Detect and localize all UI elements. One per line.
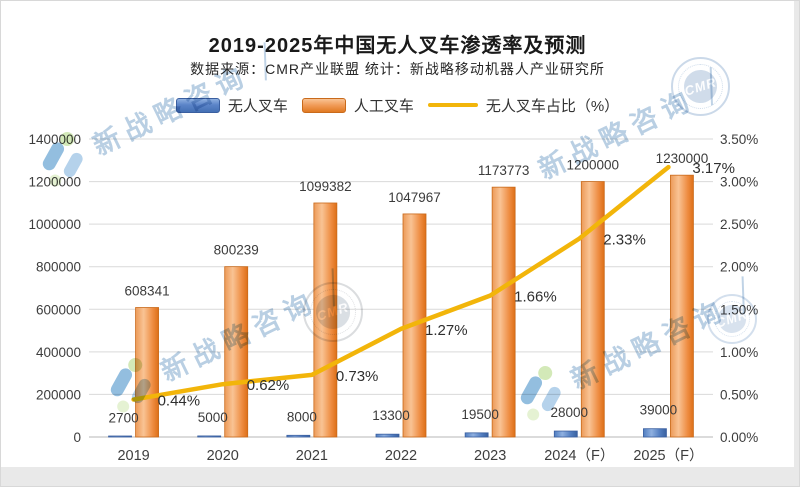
bar-manual-forklift-2020: [224, 266, 249, 438]
penetration-rate-label: 1.66%: [514, 289, 557, 306]
bottom-matte: [1, 467, 799, 486]
legend-swatch-agv-forklift-icon: [175, 97, 220, 113]
right-axis-tick: 2.00%: [720, 260, 758, 275]
bar-agv-forklift-2022: [375, 433, 400, 438]
bar-agv-forklift-2020: [197, 435, 222, 438]
left-axis-tick: 1200000: [28, 175, 81, 190]
agv-forklift-value-label: 28000: [551, 405, 589, 420]
left-axis-tick: 600000: [36, 302, 81, 317]
x-axis-category-label: 2025（F）: [633, 447, 703, 464]
right-axis-tick: 0.50%: [720, 387, 758, 402]
x-axis-category-label: 2023: [474, 448, 506, 464]
penetration-rate-label: 3.17%: [692, 160, 735, 177]
manual-forklift-value-label: 1099382: [299, 179, 352, 194]
legend-swatch-manual-forklift-icon: [301, 97, 346, 113]
left-axis-tick: 200000: [36, 387, 81, 402]
bar-agv-forklift-2021: [286, 434, 311, 438]
bar-agv-forklift-2023: [464, 432, 489, 438]
bar-manual-forklift-2019: [135, 307, 159, 438]
bar-agv-forklift-2025（F）: [643, 428, 667, 438]
penetration-rate-label: 1.27%: [425, 322, 468, 339]
bar-manual-forklift-2025（F）: [670, 174, 694, 438]
bar-agv-forklift-2019: [108, 435, 132, 438]
legend-label-penetration-rate: 无人叉车占比（%）: [485, 97, 620, 115]
agv-forklift-value-label: 2700: [109, 410, 139, 425]
agv-forklift-value-label: 8000: [287, 409, 317, 424]
x-axis-category-label: 2021: [296, 448, 328, 464]
legend-item-manual-forklift: 人工叉车: [301, 95, 414, 116]
bar-manual-forklift-2024（F）: [580, 181, 605, 438]
right-axis-tick: 2.50%: [720, 217, 758, 232]
right-axis-tick: 3.50%: [720, 132, 758, 147]
manual-forklift-value-label: 1200000: [567, 158, 620, 173]
penetration-rate-label: 0.73%: [336, 368, 379, 385]
right-matte: [794, 1, 799, 486]
x-axis-category-label: 2022: [385, 448, 417, 464]
left-axis-tick: 1000000: [28, 217, 81, 232]
penetration-rate-line: [131, 164, 671, 402]
manual-forklift-value-label: 1173773: [478, 163, 530, 178]
legend-label-manual-forklift: 人工叉车: [353, 97, 414, 115]
legend-swatch-penetration-line-icon: [427, 103, 478, 107]
agv-forklift-value-label: 19500: [461, 407, 499, 422]
penetration-rate-label: 0.62%: [247, 377, 290, 394]
left-axis-tick: 0: [73, 430, 81, 445]
left-axis-tick: 800000: [36, 260, 81, 275]
bar-manual-forklift-2023: [491, 186, 516, 438]
penetration-rate-label: 2.33%: [603, 232, 646, 249]
right-axis-tick: 1.50%: [720, 302, 758, 317]
manual-forklift-value-label: 1047967: [388, 190, 441, 205]
right-axis-tick: 3.00%: [720, 175, 758, 190]
manual-forklift-value-label: 800239: [214, 243, 259, 258]
agv-forklift-value-label: 5000: [198, 410, 228, 425]
manual-forklift-value-label: 1230000: [656, 151, 709, 166]
right-axis-tick: 0.00%: [720, 430, 758, 445]
legend-label-agv-forklift: 无人叉车: [227, 97, 288, 115]
data-source-note: 数据来源：CMR产业联盟 统计：新战略移动机器人产业研究所: [190, 61, 605, 77]
penetration-rate-label: 0.44%: [158, 393, 201, 410]
x-axis-category-label: 2019: [117, 448, 149, 464]
agv-forklift-value-label: 39000: [640, 403, 678, 418]
x-axis-category-label: 2020: [207, 448, 239, 464]
x-axis-category-label: 2024（F）: [544, 447, 614, 464]
left-axis-tick: 1400000: [28, 132, 81, 147]
page-title: 2019-2025年中国无人叉车渗透率及预测: [208, 35, 587, 57]
left-axis-tick: 400000: [36, 345, 81, 360]
bar-manual-forklift-2021: [313, 202, 338, 438]
agv-forklift-value-label: 13300: [372, 408, 410, 423]
legend-item-agv-forklift: 无人叉车: [175, 95, 288, 116]
manual-forklift-value-label: 608341: [125, 284, 170, 299]
legend-item-penetration-rate: 无人叉车占比（%）: [427, 95, 620, 116]
right-axis-tick: 1.00%: [720, 345, 758, 360]
bar-agv-forklift-2024（F）: [553, 430, 578, 438]
legend: 无人叉车 人工叉车 无人叉车占比（%）: [1, 93, 794, 117]
